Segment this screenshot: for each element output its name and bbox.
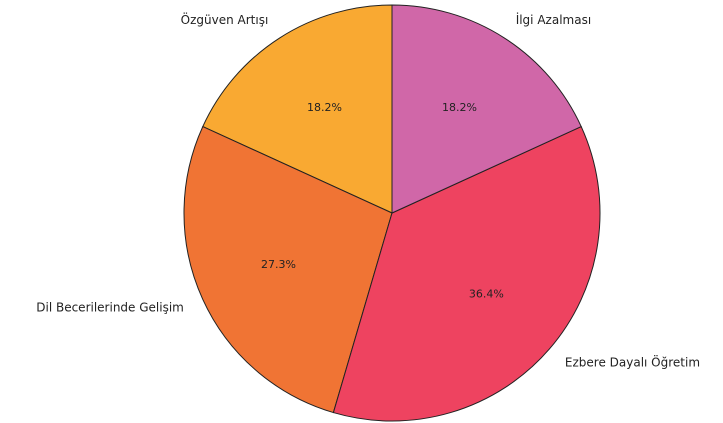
slice-label: Özgüven Artışı [181, 11, 269, 27]
slice-label: Ezbere Dayalı Öğretim [565, 353, 700, 369]
slice-label: İlgi Azalması [516, 12, 591, 27]
slice-label: Dil Becerilerinde Gelişim [36, 301, 184, 315]
pct-label: 27.3% [261, 258, 296, 271]
pie-slice [202, 4, 393, 214]
pct-label: 36.4% [469, 288, 504, 301]
pie-slice [332, 125, 601, 422]
pie-slice [391, 4, 582, 214]
pct-label: 18.2% [442, 101, 477, 114]
pie-slice [183, 125, 393, 414]
pct-label: 18.2% [307, 101, 342, 114]
